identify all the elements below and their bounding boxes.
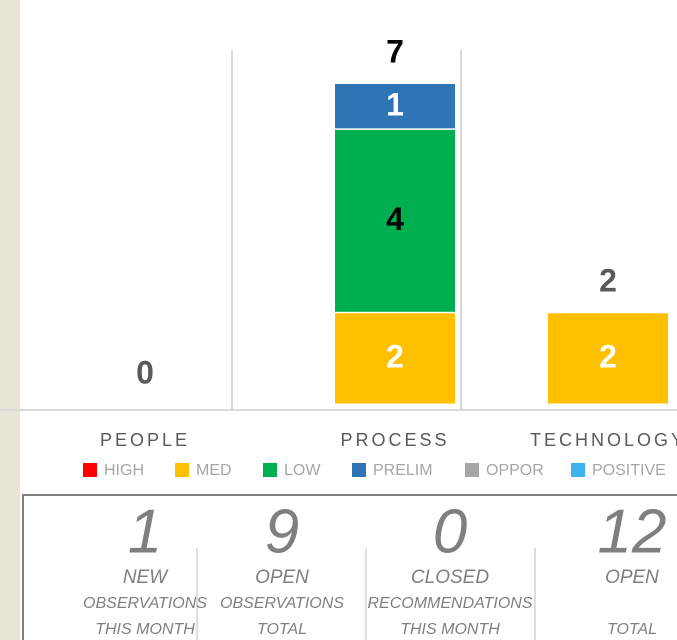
category-label: TECHNOLOGY (530, 430, 677, 450)
stat-label: CLOSED (411, 567, 489, 588)
legend-label: PRELIM (373, 462, 433, 479)
bar-segment (548, 313, 668, 404)
legend-swatch (83, 463, 97, 477)
bar-segment (335, 313, 455, 404)
stat-detail: RECOMMENDATIONS (367, 595, 532, 612)
legend-label: MED (196, 462, 232, 479)
total-label: 0 (136, 354, 154, 390)
stat-label: OPEN (605, 567, 659, 588)
stat-detail: THIS MONTH (95, 621, 195, 638)
stat-detail: THIS MONTH (400, 621, 500, 638)
stat-label: NEW (123, 567, 169, 588)
segment-label: 2 (386, 339, 404, 375)
legend-swatch (175, 463, 189, 477)
legend-swatch (465, 463, 479, 477)
total-label: 2 (599, 263, 617, 299)
segment-label: 1 (386, 86, 404, 122)
legend-swatch (571, 463, 585, 477)
category-label: PROCESS (340, 430, 449, 450)
bar-segment (335, 129, 455, 312)
segment-label: 4 (386, 201, 404, 237)
stat-value: 9 (265, 497, 299, 566)
stat-detail: OBSERVATIONS (220, 595, 344, 612)
stat-value: 1 (128, 497, 162, 566)
stat-detail: TOTAL (257, 621, 307, 638)
legend-label: LOW (284, 462, 321, 479)
stat-detail: OBSERVATIONS (83, 595, 207, 612)
stat-value: 0 (433, 497, 467, 566)
legend-swatch (263, 463, 277, 477)
bar-segment (335, 84, 455, 129)
legend-label: HIGH (104, 462, 144, 479)
stat-value: 12 (598, 497, 667, 566)
stat-detail: TOTAL (607, 621, 657, 638)
legend-swatch (352, 463, 366, 477)
stats-panel (22, 494, 677, 640)
category-label: PEOPLE (100, 430, 190, 450)
stat-label: OPEN (255, 567, 309, 588)
segment-label: 2 (599, 339, 617, 375)
legend-label: OPPOR (486, 462, 544, 479)
total-label: 7 (386, 33, 404, 69)
side-strip (0, 0, 20, 640)
legend-label: POSITIVE (592, 462, 666, 479)
